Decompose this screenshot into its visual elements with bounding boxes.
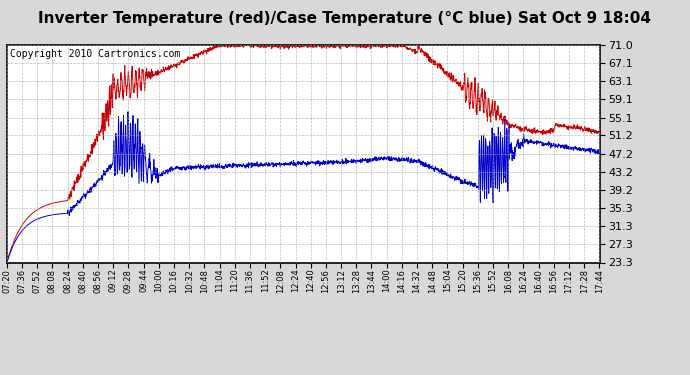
Text: Copyright 2010 Cartronics.com: Copyright 2010 Cartronics.com: [10, 50, 180, 59]
Text: Inverter Temperature (red)/Case Temperature (°C blue) Sat Oct 9 18:04: Inverter Temperature (red)/Case Temperat…: [39, 11, 651, 26]
